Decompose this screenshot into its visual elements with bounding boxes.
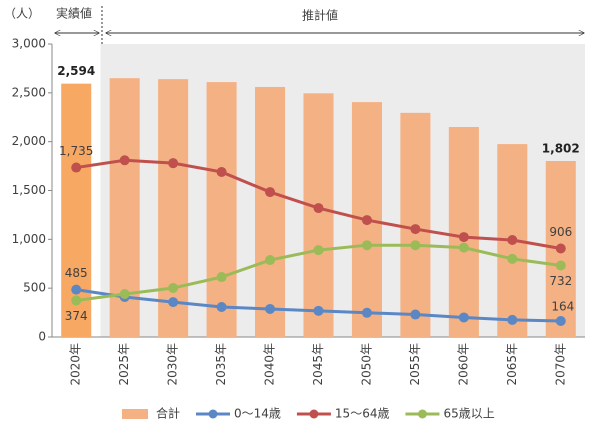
point	[71, 284, 82, 295]
legend-swatch	[417, 409, 427, 419]
point	[168, 297, 179, 308]
y-tick-label: 0	[38, 330, 46, 344]
value-label: 1,735	[59, 144, 93, 158]
point	[216, 166, 227, 177]
point	[458, 232, 469, 243]
point	[313, 305, 324, 316]
point	[458, 312, 469, 323]
point	[410, 240, 421, 251]
point	[168, 282, 179, 293]
x-tick-label: 2025年	[117, 343, 131, 386]
point	[410, 309, 421, 320]
annotation: 実績値	[56, 6, 92, 21]
value-label: 2,594	[57, 64, 95, 78]
point	[71, 162, 82, 173]
value-label: 485	[65, 266, 88, 280]
point	[119, 289, 130, 300]
y-tick-label: 3,000	[12, 37, 46, 51]
point	[361, 307, 372, 318]
x-tick-label: 2040年	[263, 343, 277, 386]
point	[361, 215, 372, 226]
point	[555, 315, 566, 326]
point	[507, 235, 518, 246]
point	[313, 245, 324, 256]
legend-label: 65歳以上	[443, 407, 494, 421]
x-tick-label: 2060年	[456, 343, 470, 386]
point	[265, 303, 276, 314]
legend-label: 0～14歳	[234, 407, 281, 421]
point	[458, 242, 469, 253]
value-label: 732	[549, 274, 572, 288]
y-tick-label: 1,500	[12, 183, 46, 197]
point	[555, 260, 566, 271]
bar	[158, 79, 189, 337]
value-label: 1,802	[542, 142, 580, 156]
point	[265, 255, 276, 266]
point	[507, 314, 518, 325]
legend-label: 合計	[156, 406, 180, 421]
point	[313, 203, 324, 214]
point	[71, 295, 82, 306]
value-label: 374	[65, 309, 88, 323]
point	[119, 155, 130, 166]
bar	[255, 86, 286, 338]
point	[168, 158, 179, 169]
y-tick-label: 500	[23, 281, 46, 295]
x-tick-label: 2035年	[214, 343, 228, 386]
point	[507, 253, 518, 264]
value-label: 164	[551, 299, 574, 313]
point	[265, 187, 276, 198]
bar	[303, 93, 334, 338]
point	[555, 243, 566, 254]
y-tick-label: 2,000	[12, 134, 46, 148]
point	[216, 272, 227, 283]
y-tick-label: 1,000	[12, 232, 46, 246]
bar	[206, 82, 237, 337]
y-unit-label: （人）	[4, 7, 40, 21]
value-label: 906	[549, 225, 572, 239]
x-tick-label: 2070年	[553, 343, 567, 386]
legend-label: 15～64歳	[335, 407, 390, 421]
y-tick-label: 2,500	[12, 85, 46, 99]
legend-swatch	[208, 409, 218, 419]
x-tick-label: 2045年	[311, 343, 325, 386]
bar	[448, 127, 479, 338]
bar	[61, 83, 92, 337]
legend-swatch	[122, 409, 148, 419]
legend-swatch	[309, 409, 319, 419]
annotation: 推計値	[302, 8, 338, 23]
x-tick-label: 2030年	[166, 343, 180, 386]
point	[361, 240, 372, 251]
x-tick-label: 2065年	[505, 343, 519, 386]
point	[410, 224, 421, 235]
x-tick-label: 2055年	[408, 343, 422, 386]
x-tick-label: 2020年	[69, 343, 83, 386]
x-tick-label: 2050年	[359, 343, 373, 386]
point	[216, 302, 227, 313]
